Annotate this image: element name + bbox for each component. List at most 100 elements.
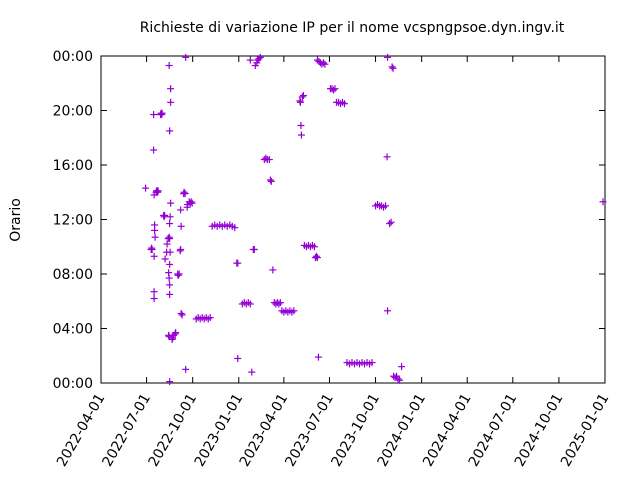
- data-point: [331, 85, 339, 93]
- data-point: [246, 56, 254, 64]
- data-point: [181, 190, 189, 198]
- y-tick-label: 00:00: [53, 49, 93, 65]
- data-point: [151, 233, 159, 241]
- data-point: [166, 260, 174, 268]
- data-point: [384, 307, 392, 315]
- data-point: [166, 127, 174, 135]
- y-axis-label: Orario: [8, 198, 24, 242]
- y-tick-label: 00:00: [53, 376, 93, 392]
- data-point: [154, 187, 162, 195]
- data-point: [388, 63, 396, 71]
- data-point: [142, 184, 150, 192]
- data-point: [310, 243, 318, 251]
- data-point: [256, 53, 264, 61]
- data-point: [161, 255, 169, 263]
- data-point: [398, 363, 406, 371]
- data-point: [161, 211, 169, 219]
- data-point: [165, 62, 173, 70]
- data-point: [187, 198, 195, 206]
- x-tick-label: 2023-07-01: [282, 391, 337, 469]
- data-point: [166, 235, 174, 243]
- data-point: [166, 290, 174, 298]
- data-point: [384, 53, 392, 61]
- data-point: [151, 226, 159, 234]
- data-point: [382, 202, 390, 210]
- chart-title: Richieste di variazione IP per il nome v…: [140, 20, 565, 36]
- data-point: [166, 248, 174, 256]
- data-point: [296, 98, 304, 106]
- data-point: [297, 121, 305, 129]
- data-point: [368, 359, 376, 367]
- data-point: [340, 100, 348, 108]
- data-point: [313, 254, 321, 262]
- data-point: [150, 295, 158, 303]
- data-point: [248, 368, 256, 376]
- y-tick-label: 04:00: [53, 322, 93, 338]
- data-point: [163, 240, 171, 248]
- data-point: [386, 220, 394, 228]
- data-point: [319, 59, 327, 67]
- data-point: [329, 86, 337, 94]
- data-point: [312, 252, 320, 260]
- data-point: [180, 188, 188, 196]
- x-axis: 2022-04-012022-07-012022-10-012023-01-01…: [54, 56, 613, 469]
- data-point: [234, 259, 242, 267]
- x-tick-label: 2024-07-01: [466, 391, 521, 469]
- data-point: [275, 300, 283, 308]
- data-point: [383, 153, 391, 161]
- x-tick-label: 2022-07-01: [100, 391, 155, 469]
- data-point: [246, 300, 254, 308]
- data-point: [178, 311, 186, 319]
- data-point: [290, 307, 298, 315]
- data-point: [172, 329, 180, 337]
- data-point: [158, 109, 166, 117]
- data-point: [262, 154, 270, 162]
- data-point: [177, 245, 185, 253]
- data-point: [234, 354, 242, 362]
- data-point: [298, 93, 306, 101]
- x-tick-label: 2023-10-01: [328, 391, 383, 469]
- data-point: [182, 365, 190, 373]
- data-point: [166, 213, 174, 221]
- data-point: [182, 53, 190, 61]
- y-tick-label: 16:00: [53, 158, 93, 174]
- data-point: [206, 314, 214, 322]
- y-tick-label: 08:00: [53, 267, 93, 283]
- data-point: [297, 131, 305, 139]
- data-point: [269, 266, 277, 274]
- data-point: [167, 85, 175, 93]
- data-point: [166, 378, 174, 386]
- data-point: [396, 376, 404, 384]
- data-point: [394, 375, 402, 383]
- data-point: [148, 245, 156, 253]
- data-point: [265, 156, 273, 164]
- data-point: [599, 198, 607, 206]
- data-point: [188, 199, 196, 207]
- data-point: [150, 252, 158, 260]
- data-point: [266, 176, 274, 184]
- x-tick-label: 2024-04-01: [420, 391, 475, 469]
- data-point: [150, 111, 158, 119]
- x-tick-label: 2024-01-01: [375, 391, 430, 469]
- data-point: [177, 222, 185, 230]
- x-tick-label: 2022-04-01: [54, 391, 109, 469]
- data-point: [321, 60, 329, 68]
- data-point: [314, 353, 322, 361]
- data-point: [166, 281, 174, 289]
- x-tick-label: 2023-04-01: [237, 391, 292, 469]
- data-point: [177, 206, 185, 214]
- data-point: [255, 55, 263, 63]
- data-point: [177, 310, 185, 318]
- data-point: [166, 220, 174, 228]
- data-point: [150, 146, 158, 154]
- data-point: [276, 299, 284, 307]
- data-series: [142, 53, 607, 386]
- data-point: [165, 274, 173, 282]
- x-tick-label: 2024-10-01: [512, 391, 567, 469]
- data-point: [175, 270, 183, 278]
- data-point: [299, 92, 307, 100]
- x-tick-label: 2022-10-01: [146, 391, 201, 469]
- x-tick-label: 2025-01-01: [558, 391, 613, 469]
- y-tick-label: 12:00: [53, 213, 93, 229]
- data-point: [174, 271, 182, 279]
